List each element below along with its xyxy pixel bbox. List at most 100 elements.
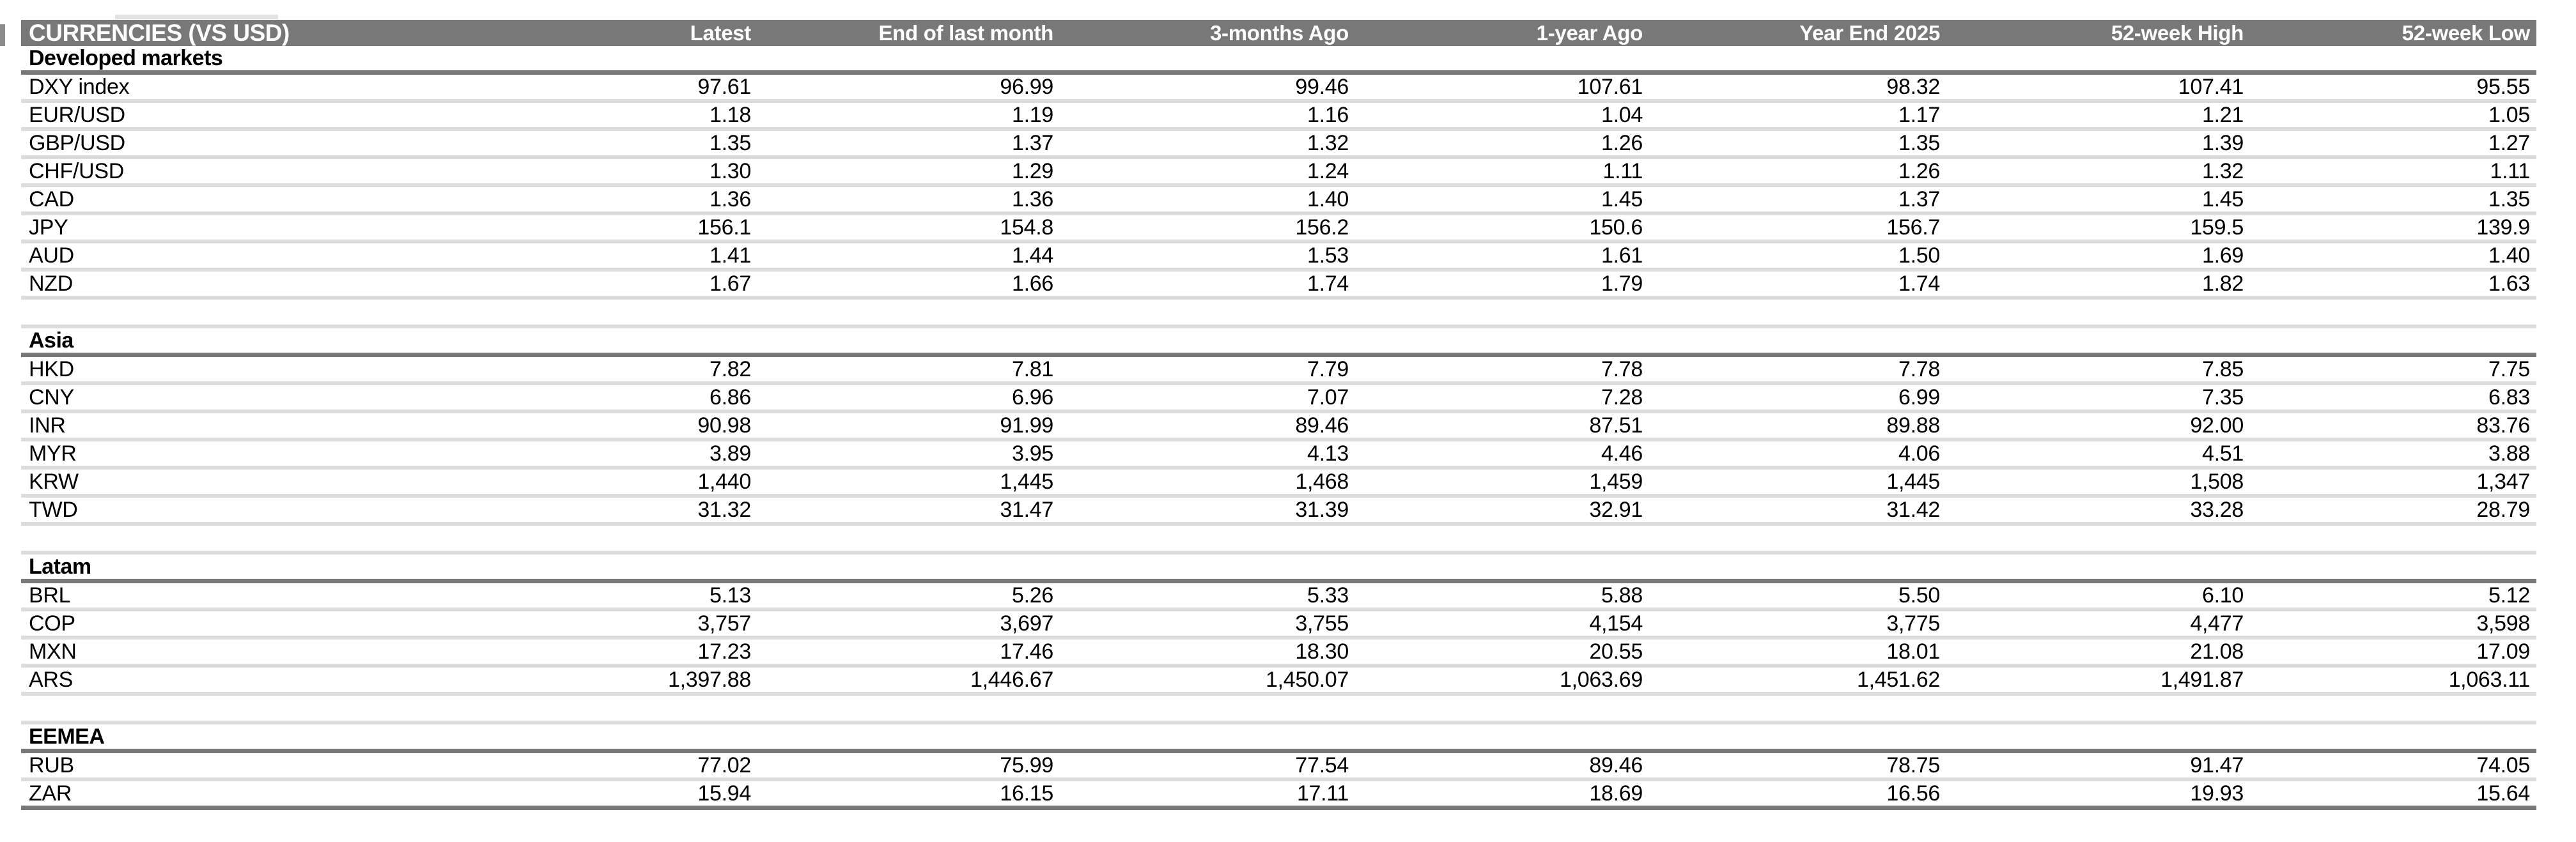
cell-hkd-latest: 7.82: [710, 357, 751, 381]
cell-inr-52-week-low: 83.76: [2476, 413, 2530, 438]
cell-rub-52-week-high: 91.47: [2190, 753, 2244, 777]
cell-ars-3-months-ago: 1,450.07: [1266, 668, 1349, 692]
row-label: CAD: [29, 187, 74, 211]
section-label: EEMEA: [29, 724, 105, 749]
cell-chf-usd-end-of-last-month: 1.29: [1012, 159, 1053, 183]
cell-twd-52-week-low: 28.79: [2476, 498, 2530, 522]
table-row-eur-usd: EUR/USD 1.18 1.19 1.16 1.04 1.17 1.21 1.05: [21, 103, 2536, 131]
row-label: CNY: [29, 385, 74, 410]
cell-mxn-latest: 17.23: [697, 639, 751, 664]
cell-zar-latest: 15.94: [697, 781, 751, 806]
table-row-ars: ARS 1,397.88 1,446.67 1,450.07 1,063.69 1,451…: [21, 668, 2536, 696]
cell-ars-52-week-low: 1,063.11: [2448, 668, 2531, 692]
row-label: NZD: [29, 272, 73, 296]
table-body: Developed markets DXY index 97.61 96.99 99.4…: [21, 46, 2536, 810]
column-header-end-of-last-month: End of last month: [878, 21, 1053, 45]
cell-mxn-52-week-high: 21.08: [2190, 639, 2244, 664]
cell-aud-52-week-high: 1.69: [2202, 243, 2244, 268]
cell-twd-year-end-2025: 31.42: [1886, 498, 1940, 522]
cell-krw-latest: 1,440: [697, 470, 751, 494]
cell-cop-1-year-ago: 4,154: [1589, 611, 1643, 636]
section-label: Asia: [29, 328, 74, 353]
cell-cny-52-week-high: 7.35: [2202, 385, 2244, 410]
cell-dxy-index-end-of-last-month: 96.99: [1000, 75, 1053, 99]
cell-eur-usd-52-week-high: 1.21: [2202, 103, 2244, 127]
table-row-brl: BRL 5.13 5.26 5.33 5.88 5.50 6.10 5.12: [21, 583, 2536, 611]
cell-twd-end-of-last-month: 31.47: [1000, 498, 1053, 522]
cell-hkd-52-week-high: 7.85: [2202, 357, 2244, 381]
row-label: DXY index: [29, 75, 130, 99]
cell-krw-end-of-last-month: 1,445: [1000, 470, 1053, 494]
cell-aud-3-months-ago: 1.53: [1307, 243, 1349, 268]
cell-mxn-year-end-2025: 18.01: [1886, 639, 1940, 664]
row-label: ARS: [29, 668, 74, 692]
cell-cop-latest: 3,757: [697, 611, 751, 636]
section-gap: [21, 300, 2536, 328]
cell-inr-52-week-high: 92.00: [2190, 413, 2244, 438]
table-row-cad: CAD 1.36 1.36 1.40 1.45 1.37 1.45 1.35: [21, 187, 2536, 215]
cell-cny-latest: 6.86: [710, 385, 751, 410]
cell-nzd-52-week-high: 1.82: [2202, 272, 2244, 296]
cell-jpy-3-months-ago: 156.2: [1295, 215, 1349, 240]
table-row-zar: ZAR 15.94 16.15 17.11 18.69 16.56 19.93 15.64: [21, 781, 2536, 810]
cell-krw-3-months-ago: 1,468: [1295, 470, 1349, 494]
cell-rub-end-of-last-month: 75.99: [1000, 753, 1053, 777]
cell-ars-year-end-2025: 1,451.62: [1857, 668, 1940, 692]
cell-cny-52-week-low: 6.83: [2488, 385, 2530, 410]
cell-nzd-latest: 1.67: [710, 272, 751, 296]
cell-ars-52-week-high: 1,491.87: [2161, 668, 2244, 692]
left-edge-artifact: [0, 24, 5, 46]
cell-rub-52-week-low: 74.05: [2476, 753, 2530, 777]
cell-krw-52-week-low: 1,347: [2476, 470, 2530, 494]
row-label: MXN: [29, 639, 77, 664]
cell-dxy-index-year-end-2025: 98.32: [1886, 75, 1940, 99]
cell-gbp-usd-3-months-ago: 1.32: [1307, 131, 1349, 155]
row-label: BRL: [29, 583, 71, 608]
row-label: RUB: [29, 753, 74, 777]
cell-cop-end-of-last-month: 3,697: [1000, 611, 1053, 636]
cell-mxn-3-months-ago: 18.30: [1295, 639, 1349, 664]
section-header-eemea: EEMEA: [21, 724, 2536, 753]
cell-twd-52-week-high: 33.28: [2190, 498, 2244, 522]
cell-dxy-index-52-week-high: 107.41: [2178, 75, 2244, 99]
table-row-rub: RUB 77.02 75.99 77.54 89.46 78.75 91.47 74.05: [21, 753, 2536, 781]
cell-brl-year-end-2025: 5.50: [1898, 583, 1940, 608]
cell-cad-latest: 1.36: [710, 187, 751, 211]
table-row-inr: INR 90.98 91.99 89.46 87.51 89.88 92.00 83.76: [21, 413, 2536, 441]
cell-zar-year-end-2025: 16.56: [1886, 781, 1940, 806]
cell-chf-usd-52-week-low: 1.11: [2490, 159, 2531, 183]
table-row-dxy-index: DXY index 97.61 96.99 99.46 107.61 98.32 107.4…: [21, 75, 2536, 103]
table-row-nzd: NZD 1.67 1.66 1.74 1.79 1.74 1.82 1.63: [21, 272, 2536, 300]
column-header-3-months-ago: 3-months Ago: [1210, 21, 1349, 45]
section-header-asia: Asia: [21, 328, 2536, 357]
cell-hkd-year-end-2025: 7.78: [1898, 357, 1940, 381]
cell-mxn-end-of-last-month: 17.46: [1000, 639, 1053, 664]
row-label: INR: [29, 413, 66, 438]
cell-jpy-52-week-high: 159.5: [2190, 215, 2244, 240]
table-header-row: CURRENCIES (VS USD) Latest End of last mo…: [21, 20, 2536, 46]
table-row-jpy: JPY 156.1 154.8 156.2 150.6 156.7 159.5 139.9: [21, 215, 2536, 243]
cell-cad-year-end-2025: 1.37: [1898, 187, 1940, 211]
cell-myr-end-of-last-month: 3.95: [1012, 441, 1053, 466]
row-label: EUR/USD: [29, 103, 125, 127]
row-label: ZAR: [29, 781, 72, 806]
row-label: HKD: [29, 357, 74, 381]
section-header-developed-markets: Developed markets: [21, 46, 2536, 75]
column-header-year-end-2025: Year End 2025: [1799, 21, 1940, 45]
cell-krw-1-year-ago: 1,459: [1589, 470, 1643, 494]
row-label: JPY: [29, 215, 68, 240]
row-label: TWD: [29, 498, 78, 522]
cell-cny-end-of-last-month: 6.96: [1012, 385, 1053, 410]
cell-aud-1-year-ago: 1.61: [1601, 243, 1643, 268]
cell-myr-1-year-ago: 4.46: [1601, 441, 1643, 466]
cell-jpy-52-week-low: 139.9: [2476, 215, 2530, 240]
cell-mxn-1-year-ago: 20.55: [1589, 639, 1643, 664]
cell-brl-52-week-low: 5.12: [2488, 583, 2530, 608]
row-label: GBP/USD: [29, 131, 125, 155]
table-row-hkd: HKD 7.82 7.81 7.79 7.78 7.78 7.85 7.75: [21, 357, 2536, 385]
cell-inr-end-of-last-month: 91.99: [1000, 413, 1053, 438]
cell-hkd-1-year-ago: 7.78: [1601, 357, 1643, 381]
cell-aud-latest: 1.41: [710, 243, 751, 268]
cell-eur-usd-latest: 1.18: [710, 103, 751, 127]
